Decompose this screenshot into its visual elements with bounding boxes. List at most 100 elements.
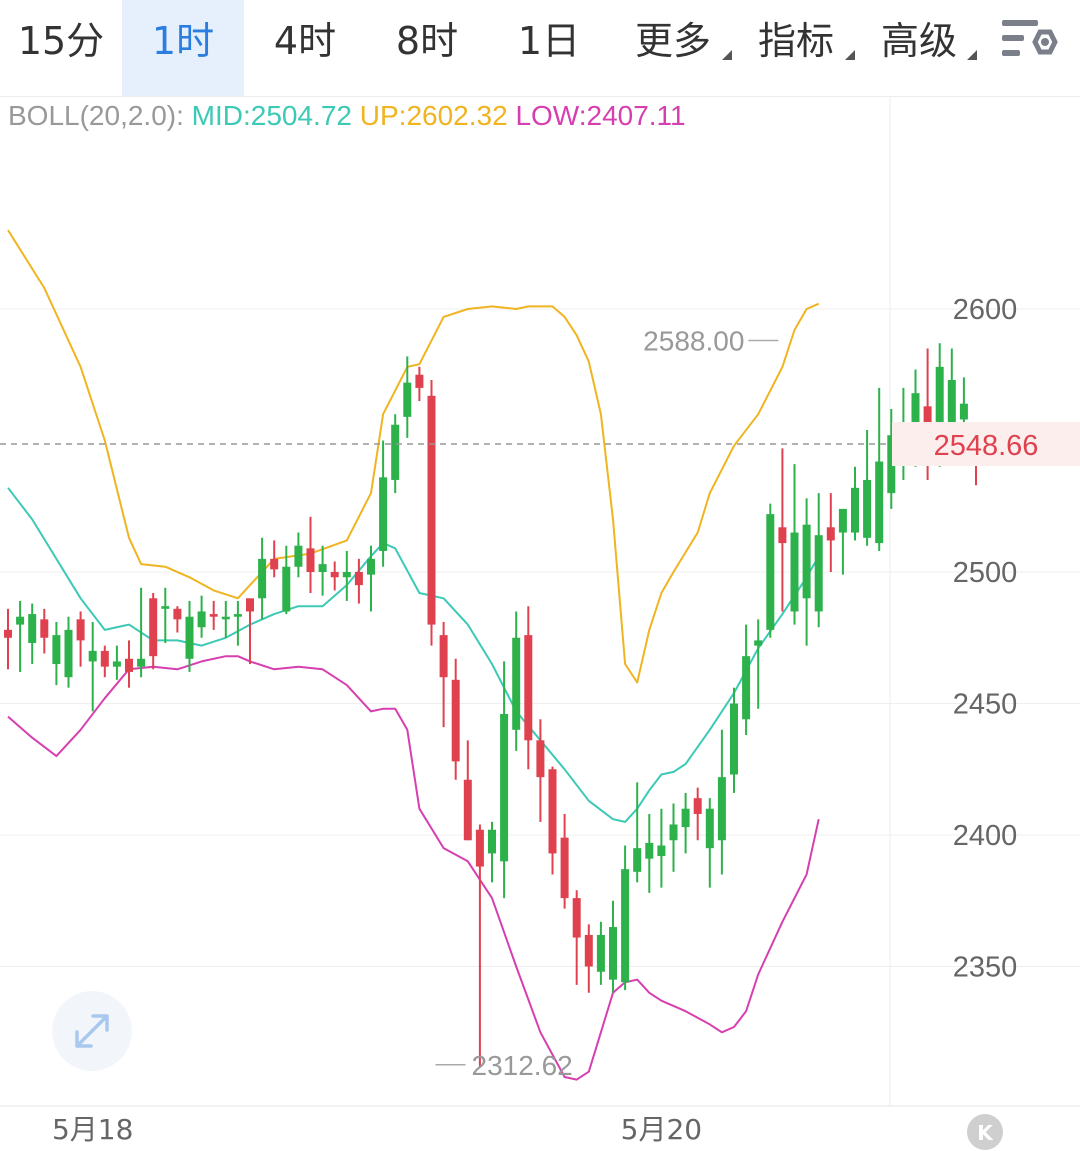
tab-1h[interactable]: 1时 (122, 0, 244, 96)
candle-body (342, 572, 351, 578)
candle-body (875, 461, 884, 544)
more-dropdown-label: 更多 (634, 19, 711, 63)
candle-body (76, 619, 85, 641)
advanced-dropdown[interactable]: 高级 (858, 0, 980, 96)
candle-body (64, 629, 73, 678)
x-axis-label: 5月18 (52, 1113, 133, 1146)
candle-body (669, 824, 678, 841)
candle-body (354, 572, 363, 586)
candle-body (439, 635, 448, 678)
candle-body (693, 798, 702, 814)
candle-body (524, 635, 533, 741)
candle-body (427, 395, 436, 625)
candle-body (705, 808, 714, 849)
more-dropdown[interactable]: 更多 (612, 0, 734, 96)
kline-badge-icon[interactable] (967, 1114, 1003, 1150)
candle-body (161, 606, 170, 609)
candle-body (742, 656, 751, 720)
y-axis-label: 2350 (953, 952, 1018, 984)
tab-15m[interactable]: 15分 (0, 0, 122, 96)
candle-body (246, 598, 254, 612)
y-axis-label: 2500 (953, 557, 1018, 589)
candle-body (572, 898, 581, 938)
chart-settings-icon[interactable] (1000, 16, 1060, 66)
candle-body (730, 703, 738, 775)
candle-body (379, 477, 388, 551)
candle-body (609, 927, 617, 980)
candle-body (596, 934, 605, 972)
candle-body (306, 548, 315, 572)
candle-body (814, 535, 823, 612)
boll-mid-value: MID:2504.72 (191, 100, 352, 131)
tab-4h-label: 4时 (273, 19, 337, 63)
boll-upper-line (7, 229, 820, 684)
candle-body (790, 532, 799, 612)
candle-body (100, 650, 109, 667)
tab-1d[interactable]: 1日 (488, 0, 610, 96)
candle-body (28, 614, 37, 644)
x-axis-label: 5月20 (621, 1113, 702, 1146)
candle-body (887, 435, 896, 494)
y-axis-label: 2450 (953, 689, 1018, 721)
tab-8h-label: 8时 (395, 19, 459, 63)
candle-body (88, 650, 97, 662)
candle-body (851, 487, 859, 533)
candle-body (959, 403, 968, 420)
candle-body (633, 848, 642, 872)
timeframe-tab-bar: 15分 1时 4时 8时 1日 更多 指标 高级 (0, 0, 1080, 97)
expand-icon (75, 1014, 109, 1048)
candle-body (475, 829, 484, 867)
y-axis-label: 2600 (953, 294, 1018, 326)
candle-body (536, 740, 545, 778)
indicator-caret-icon (845, 50, 855, 60)
candle-body (621, 869, 630, 983)
candle-body (512, 637, 521, 730)
candle-body (391, 424, 400, 480)
candle-body (463, 779, 472, 841)
candle-body (185, 616, 194, 659)
candle-body (500, 714, 509, 862)
high-marker-label: 2588.00 (643, 326, 744, 357)
current-price-label: 2548.66 (934, 430, 1039, 462)
candle-body (802, 524, 811, 599)
candle-body (221, 616, 230, 620)
candlestick-chart[interactable]: 2600 2500 2450 2400 2350 2548.66 2588.00 2312.6… (0, 96, 1080, 1151)
tab-15m-label: 15分 (17, 19, 105, 63)
more-caret-icon (722, 50, 732, 60)
candle-body (754, 640, 763, 646)
candle-body (197, 611, 206, 628)
boll-up-value: UP:2602.32 (359, 100, 508, 131)
candle-body (863, 479, 872, 538)
tab-1h-label: 1时 (151, 19, 215, 63)
candle-body (681, 808, 690, 828)
candle-body (40, 619, 49, 638)
candle-body (149, 598, 158, 657)
tab-1d-label: 1日 (517, 19, 581, 63)
candle-body (935, 366, 944, 425)
boll-lower-line (7, 655, 820, 1081)
boll-name: BOLL(20,2.0): (8, 100, 184, 131)
candle-body (584, 934, 593, 967)
candle-body (112, 661, 121, 667)
candle-body (233, 614, 242, 617)
candle-body (137, 658, 146, 667)
candle-body (4, 629, 12, 638)
advanced-caret-icon (967, 50, 977, 60)
low-marker-label: 2312.62 (472, 1050, 573, 1081)
candle-body (826, 527, 835, 541)
tab-4h[interactable]: 4时 (244, 0, 366, 96)
boll-low-value: LOW:2407.11 (515, 100, 686, 131)
advanced-dropdown-label: 高级 (880, 19, 957, 63)
candle-body (838, 508, 847, 533)
candle-body (16, 616, 25, 625)
candle-body (318, 564, 327, 572)
current-price-badge (892, 422, 1080, 467)
indicator-dropdown[interactable]: 指标 (735, 0, 857, 96)
kline-badge-letter: K (977, 1121, 994, 1145)
candle-body (766, 514, 775, 630)
candle-body (548, 769, 557, 854)
candle-body (258, 558, 267, 599)
candle-body (560, 837, 569, 899)
tab-8h[interactable]: 8时 (366, 0, 488, 96)
boll-indicator-readout: BOLL(20,2.0): MID:2504.72 UP:2602.32 LOW… (8, 100, 686, 132)
